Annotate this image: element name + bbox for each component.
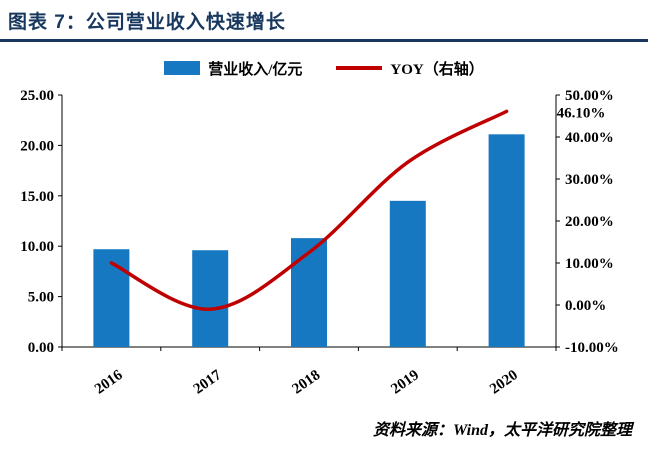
right-axis-label: 30.00% [565,172,614,188]
bar-series-swatch [164,61,201,75]
bar-2016 [93,249,130,347]
line-series-swatch [336,66,383,70]
yoy-line [109,109,509,311]
x-axis-label-2017: 2017 [191,367,225,395]
yoy-data-label: 46.10% [557,105,606,121]
right-axis-label: 0.00% [565,298,606,314]
x-axis-label-2019: 2019 [388,367,422,395]
chart-area: 0.00 5.00 10.00 15.00 20.00 25.00 -10.00% 0.00%… [0,81,648,400]
right-axis-label: 10.00% [565,256,614,272]
left-axis-label: 25.00 [20,88,54,104]
bar-2019 [389,200,426,347]
legend-label-yoy: YOY（右轴） [390,61,484,78]
chart-legend: 营业收入/亿元 YOY（右轴） [0,57,648,79]
legend-label-revenue: 营业收入/亿元 [208,61,303,78]
x-axis-label-2016: 2016 [92,367,126,395]
right-axis-label: 40.00% [565,130,614,146]
bar-2018 [291,238,327,347]
x-axis-label-2018: 2018 [290,367,324,395]
left-axis-label: 0.00 [28,340,54,356]
combo-chart: 0.00 5.00 10.00 15.00 20.00 25.00 -10.00% 0.00%… [20,88,619,397]
bar-2020 [488,134,525,347]
legend-item-yoy: YOY（右轴） [336,58,484,79]
left-axis-label: 5.00 [28,290,54,306]
x-axis-label-2020: 2020 [487,367,521,395]
right-axis-label: 50.00% [565,88,614,104]
chart-header: 图表 7：公司营业收入快速增长 [0,0,648,34]
source-note: 资料来源：Wind，太平洋研究院整理 [373,422,632,439]
header-divider [0,39,648,42]
bar-2017 [192,250,229,347]
right-axis-label: -10.00% [565,340,619,356]
left-axis-label: 20.00 [20,138,54,154]
left-axis-label: 15.00 [20,189,54,205]
right-axis-label: 20.00% [565,214,614,230]
chart-title: 图表 7：公司营业收入快速增长 [8,12,286,33]
left-axis-label: 10.00 [20,239,54,255]
legend-item-revenue: 营业收入/亿元 [164,58,302,79]
